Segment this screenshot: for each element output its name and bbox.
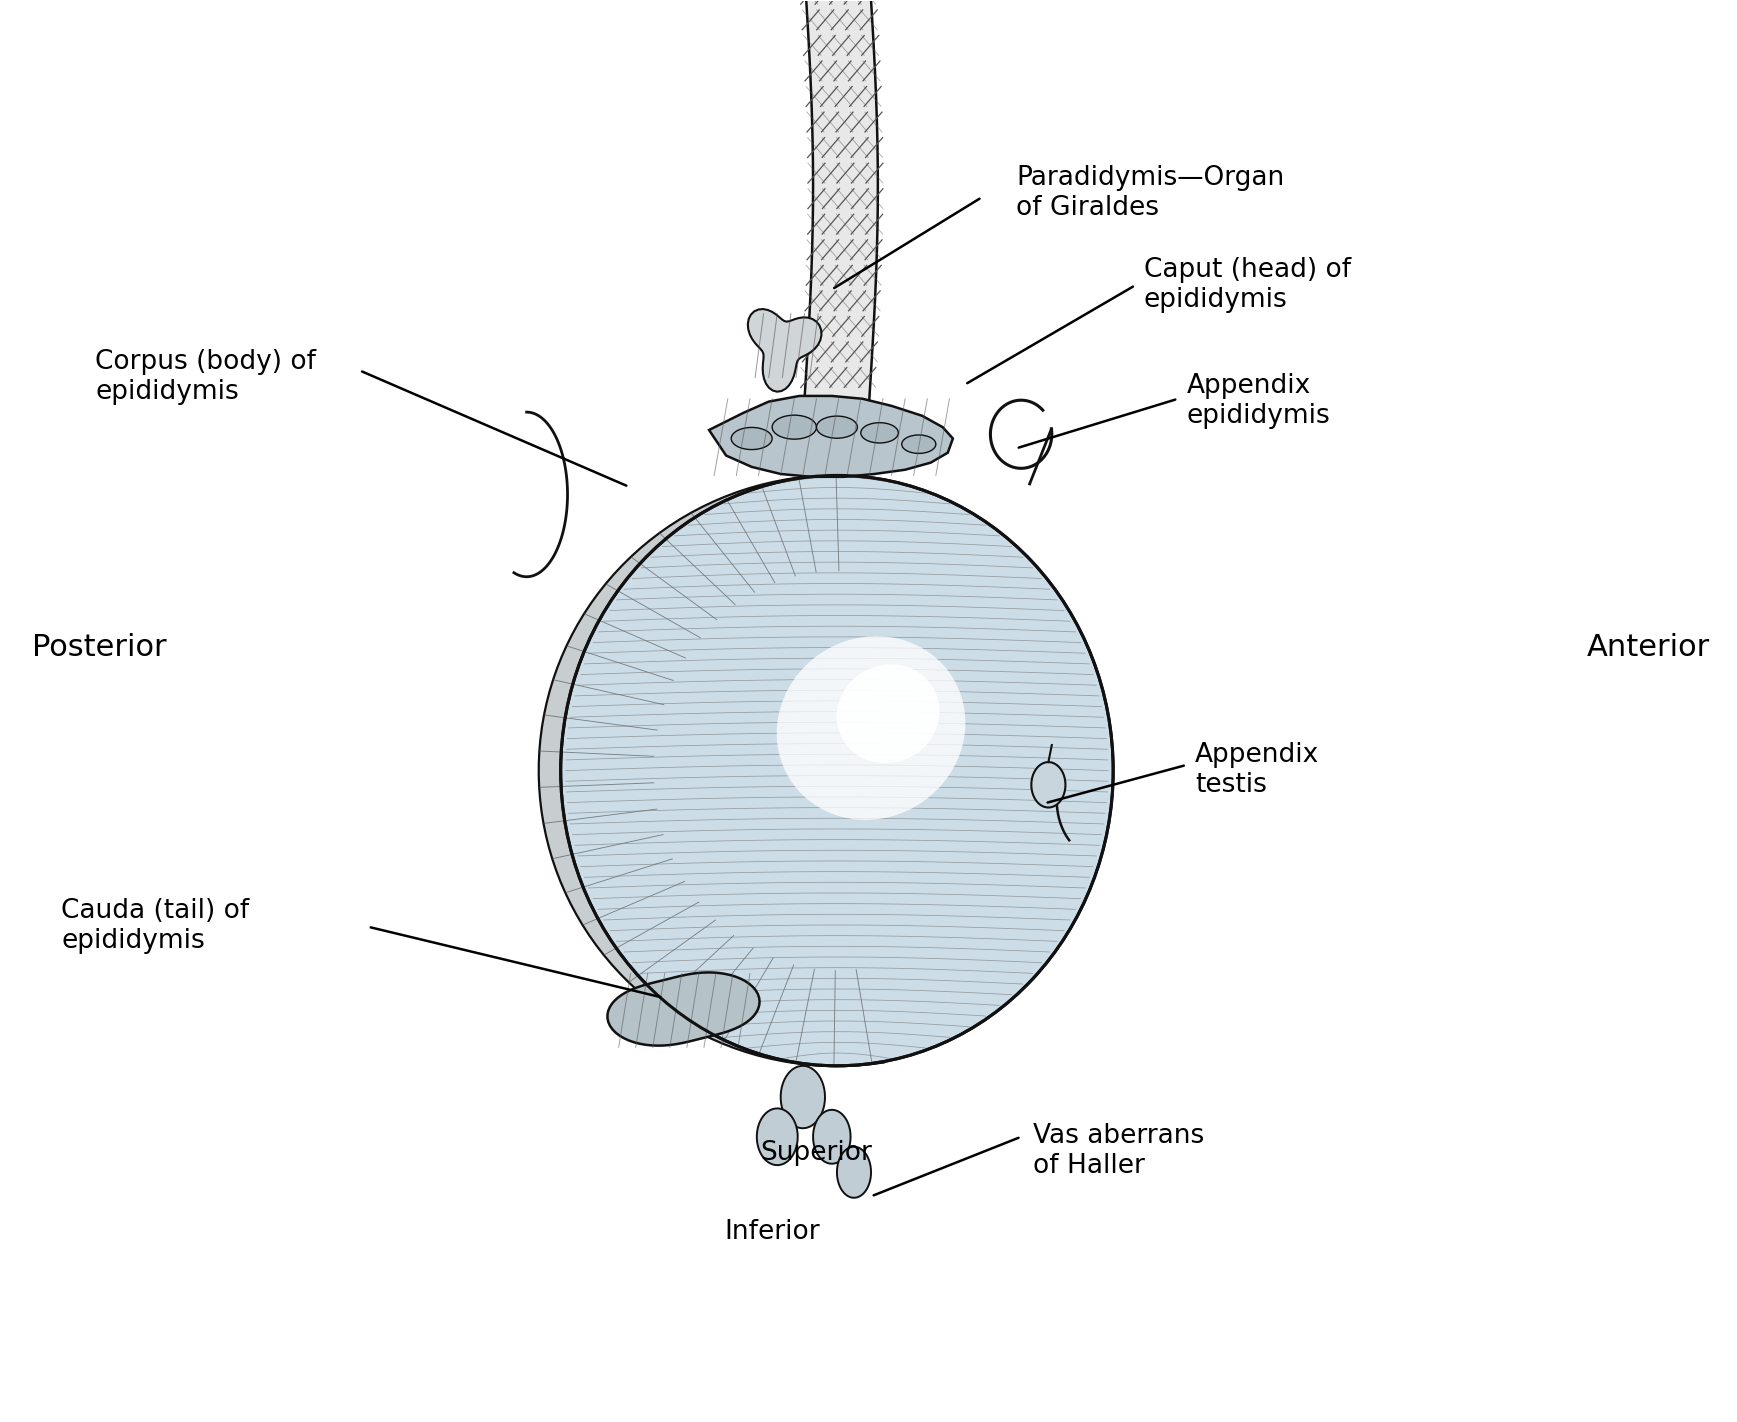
Ellipse shape (776, 636, 966, 820)
Polygon shape (749, 309, 822, 391)
Polygon shape (757, 1108, 797, 1165)
Text: Superior: Superior (761, 1139, 872, 1166)
Ellipse shape (561, 475, 1113, 1066)
Text: Anterior: Anterior (1588, 633, 1711, 661)
Text: Corpus (body) of
epididymis: Corpus (body) of epididymis (96, 348, 316, 405)
Text: Vas aberrans
of Haller: Vas aberrans of Haller (1034, 1122, 1204, 1179)
Text: Appendix
epididymis: Appendix epididymis (1186, 373, 1331, 429)
Text: Appendix
testis: Appendix testis (1195, 742, 1320, 798)
Ellipse shape (816, 417, 858, 438)
Ellipse shape (837, 664, 940, 764)
Polygon shape (608, 973, 759, 1045)
Text: Caput (head) of
epididymis: Caput (head) of epididymis (1145, 257, 1351, 313)
Ellipse shape (773, 415, 816, 439)
Polygon shape (709, 395, 954, 476)
Text: Inferior: Inferior (724, 1219, 820, 1246)
Text: Paradidymis—Organ
of Giraldes: Paradidymis—Organ of Giraldes (1016, 165, 1284, 220)
Ellipse shape (862, 422, 898, 444)
Ellipse shape (902, 435, 936, 454)
Polygon shape (1032, 762, 1065, 808)
Polygon shape (804, 0, 877, 398)
Text: Cauda (tail) of
epididymis: Cauda (tail) of epididymis (61, 899, 250, 954)
Polygon shape (813, 1109, 851, 1163)
Text: Posterior: Posterior (31, 633, 167, 661)
Polygon shape (538, 475, 884, 1066)
Ellipse shape (731, 428, 773, 449)
Polygon shape (837, 1146, 870, 1197)
Polygon shape (780, 1066, 825, 1128)
